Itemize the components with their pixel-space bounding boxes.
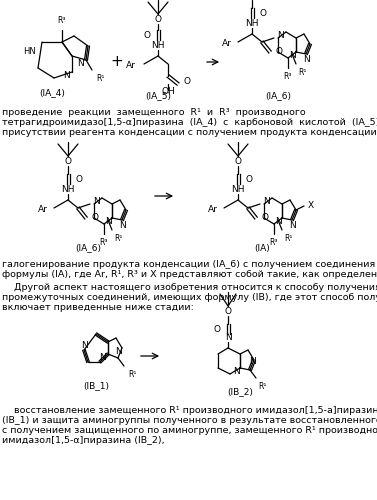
- Text: OH: OH: [161, 88, 175, 96]
- Text: O: O: [276, 48, 283, 56]
- Text: Ar: Ar: [222, 40, 232, 48]
- Text: R¹: R¹: [298, 68, 307, 77]
- Text: с получением защищенного по аминогруппе, замещенного R¹ производного: с получением защищенного по аминогруппе,…: [2, 426, 377, 435]
- Text: N: N: [99, 354, 106, 362]
- Text: HN: HN: [23, 48, 36, 56]
- Text: N: N: [263, 198, 270, 206]
- Text: тетрагидроимидазо[1,5-α]пиразина  (IA_4)  с  карбоновой  кислотой  (IA_5)  в: тетрагидроимидазо[1,5-α]пиразина (IA_4) …: [2, 118, 377, 127]
- Text: N: N: [63, 70, 69, 80]
- Text: N: N: [225, 334, 231, 342]
- Text: присутствии реагента конденсации с получением продукта конденсации (IA_6);: присутствии реагента конденсации с получ…: [2, 128, 377, 137]
- Text: Другой аспект настоящего изобретения относится к способу получения: Другой аспект настоящего изобретения отн…: [14, 283, 377, 292]
- Text: O: O: [144, 30, 151, 40]
- Text: N: N: [274, 218, 281, 226]
- Text: (IA_4): (IA_4): [39, 88, 65, 98]
- Text: NH: NH: [61, 186, 75, 194]
- Text: O: O: [259, 8, 266, 18]
- Text: N: N: [233, 368, 239, 376]
- Text: R¹: R¹: [284, 234, 293, 243]
- Text: N: N: [105, 218, 111, 226]
- Text: NH: NH: [231, 186, 245, 194]
- Text: R¹: R¹: [96, 74, 104, 83]
- Text: R³: R³: [284, 72, 292, 81]
- Text: (IB_2): (IB_2): [227, 388, 253, 396]
- Text: NH: NH: [245, 20, 259, 28]
- Text: N: N: [303, 56, 310, 64]
- Text: (IA): (IA): [254, 244, 270, 252]
- Text: O: O: [184, 78, 191, 86]
- Text: +: +: [110, 54, 123, 70]
- Text: Ar: Ar: [38, 206, 48, 214]
- Text: R³: R³: [58, 16, 66, 25]
- Text: O: O: [75, 174, 82, 184]
- Text: O: O: [214, 324, 221, 334]
- Text: галогенирование продукта конденсации (IA_6) с получением соединения: галогенирование продукта конденсации (IA…: [2, 260, 375, 269]
- Text: O: O: [262, 214, 269, 222]
- Text: R¹: R¹: [258, 382, 267, 391]
- Text: X: X: [308, 202, 314, 210]
- Text: (IA_5): (IA_5): [145, 92, 171, 100]
- Text: (IB_1): (IB_1): [83, 382, 109, 390]
- Text: NH: NH: [151, 42, 165, 50]
- Text: O: O: [92, 214, 99, 222]
- Text: N: N: [93, 198, 100, 206]
- Text: O: O: [155, 16, 161, 24]
- Text: Ar: Ar: [126, 62, 136, 70]
- Text: включает приведенные ниже стадии:: включает приведенные ниже стадии:: [2, 303, 194, 312]
- Text: (IB_1) и защита аминогруппы полученного в результате восстановленного продукта: (IB_1) и защита аминогруппы полученного …: [2, 416, 377, 425]
- Text: N: N: [290, 222, 296, 230]
- Text: R³: R³: [270, 238, 278, 247]
- Text: R¹: R¹: [114, 234, 123, 243]
- Text: O: O: [224, 308, 231, 316]
- Text: O: O: [234, 158, 242, 166]
- Text: O: O: [64, 158, 72, 166]
- Text: восстановление замещенного R¹ производного имидазол[1,5-a]пиразина: восстановление замещенного R¹ производно…: [14, 406, 377, 415]
- Text: N: N: [115, 348, 121, 356]
- Text: N: N: [277, 32, 284, 40]
- Text: N: N: [289, 52, 295, 60]
- Text: промежуточных соединений, имеющих формулу (IB), где этот способ получения: промежуточных соединений, имеющих формул…: [2, 293, 377, 302]
- Text: O: O: [245, 174, 252, 184]
- Text: N: N: [81, 342, 87, 350]
- Text: (IA_6): (IA_6): [75, 244, 101, 252]
- Text: Ar: Ar: [208, 206, 218, 214]
- Text: (IA_6): (IA_6): [265, 92, 291, 100]
- Text: формулы (IA), где Ar, R¹, R³ и X представляют собой такие, как определено выше.: формулы (IA), где Ar, R¹, R³ и X предста…: [2, 270, 377, 279]
- Text: R³: R³: [100, 238, 108, 247]
- Text: N: N: [248, 358, 255, 366]
- Text: имидазол[1,5-α]пиразина (IB_2),: имидазол[1,5-α]пиразина (IB_2),: [2, 436, 165, 445]
- Text: N: N: [78, 60, 84, 68]
- Text: R¹: R¹: [128, 370, 136, 379]
- Text: N: N: [120, 222, 126, 230]
- Text: проведение  реакции  замещенного  R¹  и  R³  производного: проведение реакции замещенного R¹ и R³ п…: [2, 108, 306, 117]
